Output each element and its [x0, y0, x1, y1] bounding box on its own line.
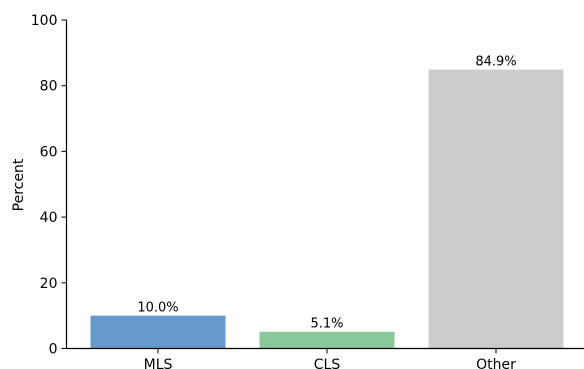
y-tick-label-40: 40: [40, 210, 58, 226]
y-tick-label-0: 0: [49, 342, 58, 358]
y-axis-title: Percent: [11, 158, 27, 211]
y-tick-label-100: 100: [31, 13, 58, 29]
bar-mls: [90, 315, 226, 349]
x-tick-label-cls: CLS: [314, 357, 341, 369]
x-ticks-group: MLS CLS Other: [144, 348, 516, 369]
data-labels-group: 10.0% 5.1% 84.9%: [137, 55, 516, 332]
x-tick-label-other: Other: [476, 357, 516, 369]
y-tick-label-20: 20: [40, 276, 58, 292]
data-label-mls: 10.0%: [137, 301, 178, 316]
bars-group: [90, 69, 564, 349]
x-tick-label-mls: MLS: [144, 357, 173, 369]
bar-cls: [259, 331, 395, 349]
data-label-other: 84.9%: [475, 55, 516, 70]
y-tick-label-80: 80: [40, 79, 58, 95]
data-label-cls: 5.1%: [310, 317, 343, 332]
y-ticks-group: 0 20 40 60 80 100: [31, 13, 67, 358]
bar-other: [428, 69, 564, 349]
y-tick-label-60: 60: [40, 144, 58, 160]
